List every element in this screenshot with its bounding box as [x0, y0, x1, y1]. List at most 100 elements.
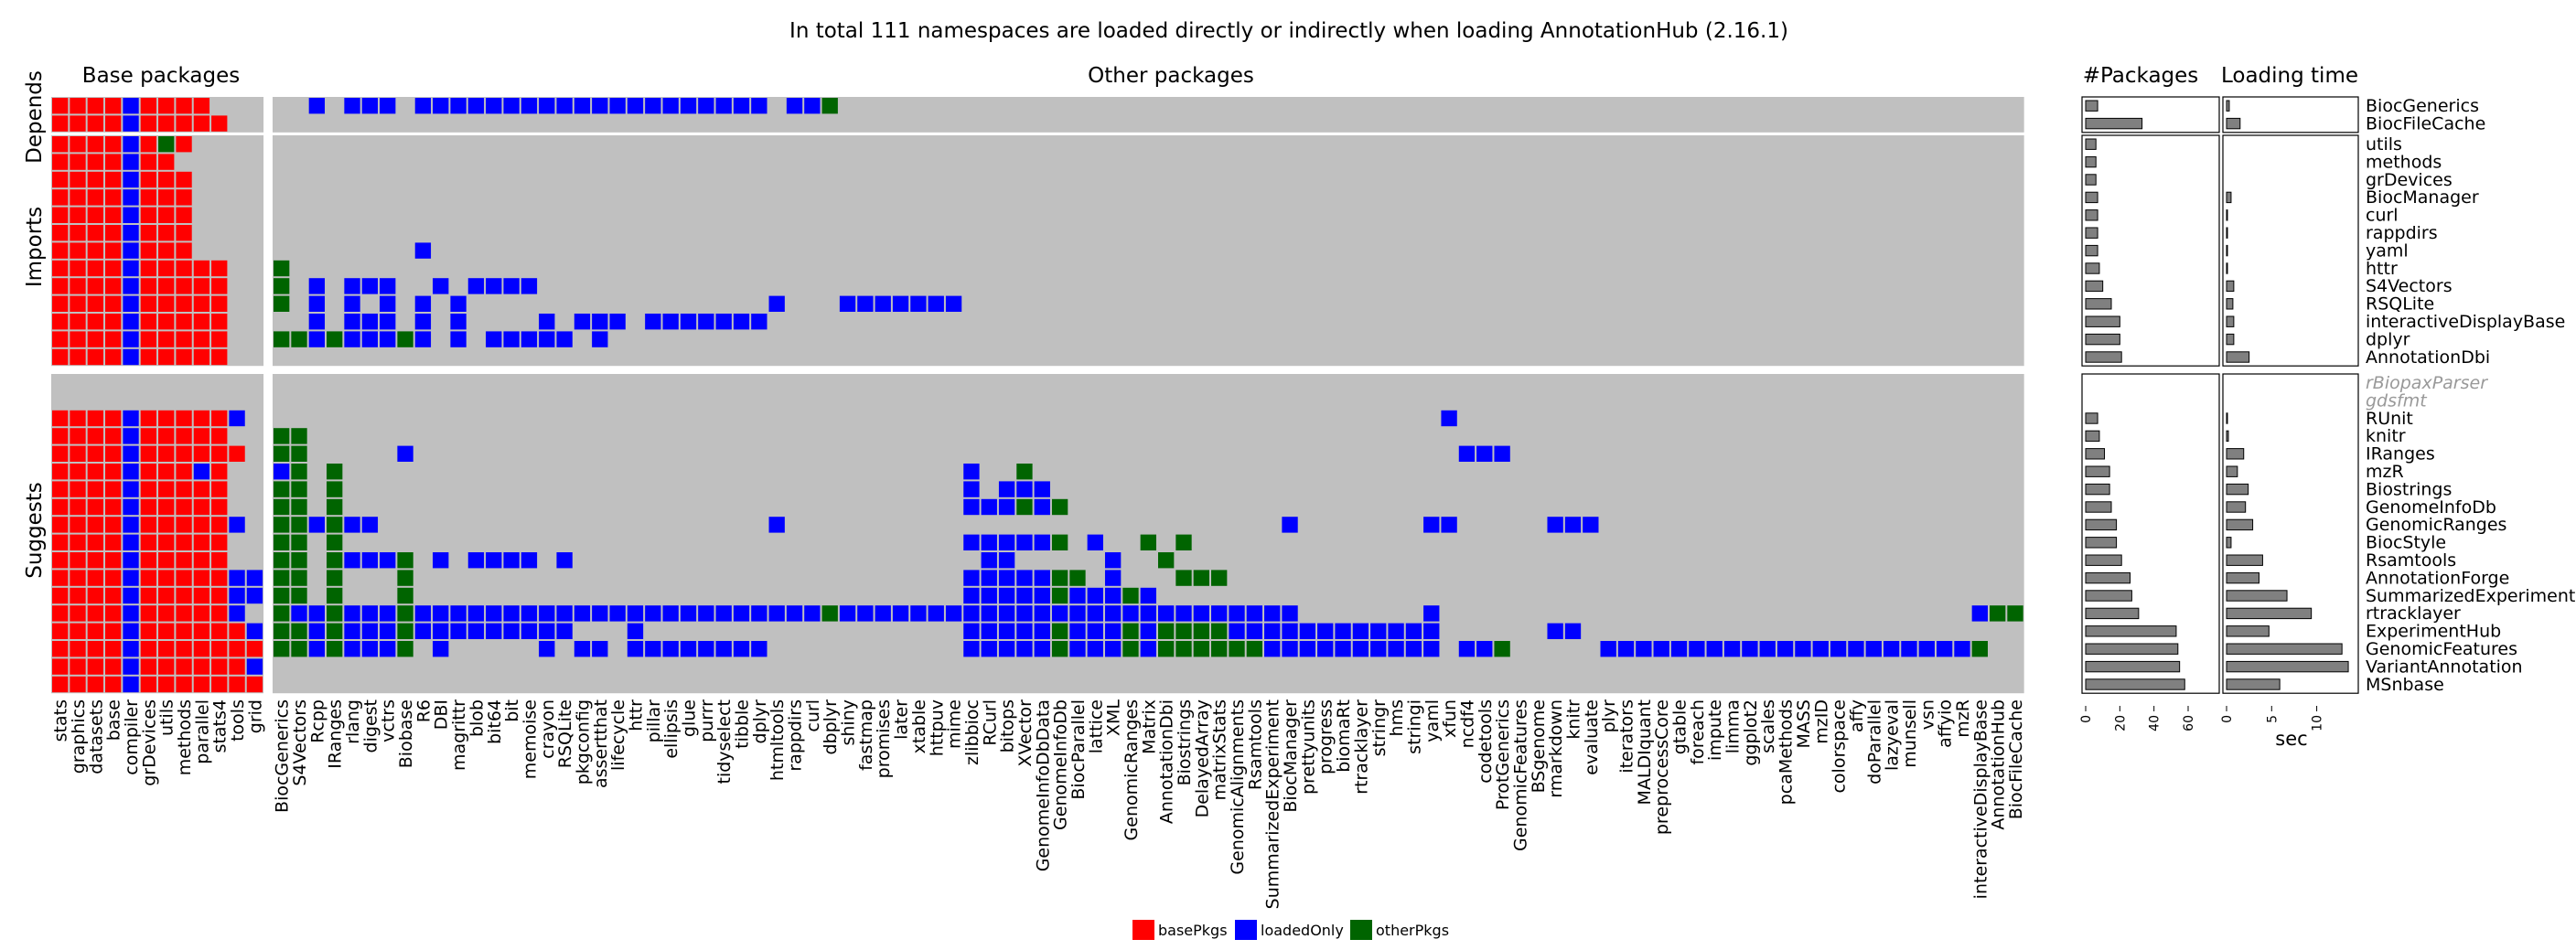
- cell-methods-vsn: [1918, 154, 1935, 170]
- cell-IRanges-matrixStats: [1211, 445, 1228, 462]
- cell-S4Vectors-grid: [246, 278, 263, 294]
- cell-GenomeInfoDb-ProtGenerics: [1494, 498, 1510, 516]
- cell-utils-IRanges: [327, 136, 343, 153]
- cell-methods-affyio: [1936, 154, 1953, 170]
- cell-MSnbase-stringr: [1370, 676, 1387, 693]
- cell-RUnit-promises: [875, 410, 891, 427]
- cell-grDevices-pkgconfig: [574, 171, 591, 188]
- cell-BiocStyle-mime: [945, 534, 962, 550]
- row-label-MSnbase: MSnbase: [2366, 675, 2444, 695]
- cell-RUnit-RCurl: [981, 410, 997, 427]
- cell-SummarizedExperiment-vsn: [1918, 587, 1935, 604]
- cell-utils-GenomeInfoDb: [1051, 136, 1068, 153]
- cell-IRanges-mzR: [1954, 445, 1970, 462]
- cell-GenomicFeatures-ellipsis: [662, 641, 679, 657]
- cell-utils-plyr: [1600, 136, 1616, 153]
- cell-VariantAnnotation-limma: [1723, 658, 1741, 675]
- cell-httr-methods: [176, 260, 192, 277]
- cell-S4Vectors-preprocessCore: [1653, 278, 1669, 294]
- column-label-datasets: datasets: [86, 699, 106, 774]
- cell-rBiopaxParser-curl: [804, 375, 821, 391]
- column-label-memoise: memoise: [520, 699, 540, 779]
- cell-gdsfmt-GenomicRanges: [1122, 392, 1139, 409]
- cell-VariantAnnotation-biomaRt: [1335, 658, 1351, 675]
- packages-bar-AnnotationForge: [2085, 571, 2131, 584]
- cell-rBiopaxParser-lattice: [1087, 375, 1103, 391]
- cell-utils-affy: [1848, 136, 1864, 153]
- cell-httr-affy: [1848, 260, 1864, 277]
- cell-MSnbase-fastmap: [857, 676, 874, 693]
- cell-BiocStyle-GenomeInfoDb: [1051, 534, 1068, 550]
- cell-interactiveDisplayBase-AnnotationDbi: [1158, 314, 1175, 330]
- cell-rtracklayer-utils: [158, 605, 175, 622]
- cell-rBiopaxParser-ProtGenerics: [1494, 375, 1510, 391]
- cell-ExperimentHub-bit64: [486, 623, 502, 639]
- cell-interactiveDisplayBase-digest: [361, 314, 379, 330]
- cell-BiocGenerics-BiocParallel: [1069, 98, 1086, 114]
- cell-AnnotationForge-affy: [1848, 570, 1864, 586]
- cell-dplyr-BiocFileCache: [2007, 331, 2023, 347]
- cell-curl-biomaRt: [1335, 207, 1351, 223]
- cell-curl-DelayedArray: [1193, 207, 1210, 223]
- cell-knitr-bit64: [486, 428, 502, 444]
- cell-BiocStyle-lattice: [1087, 534, 1103, 550]
- cell-RSQLite-ggplot2: [1742, 295, 1758, 312]
- cell-BiocManager-htmltools: [768, 189, 785, 206]
- cell-RUnit-mzR: [1954, 410, 1970, 427]
- cell-BiocFileCache-AnnotationDbi: [1158, 115, 1175, 132]
- cell-BiocManager-stringr: [1370, 189, 1387, 206]
- cell-GenomicRanges-later: [892, 517, 909, 533]
- cell-mzR-IRanges: [327, 464, 343, 480]
- cell-methods-matrixStats: [1211, 154, 1228, 170]
- cell-mzR-assertthat: [592, 464, 608, 480]
- cell-AnnotationForge-GenomicFeatures: [1511, 570, 1529, 586]
- panel-bg-base-depends: [51, 97, 264, 133]
- cell-interactiveDisplayBase-gtable: [1670, 314, 1688, 330]
- cell-rBiopaxParser-iterators: [1617, 375, 1635, 391]
- cell-GenomeInfoDb-mzR: [1954, 498, 1970, 516]
- cell-gdsfmt-purrr: [698, 392, 714, 409]
- cell-rBiopaxParser-IRanges: [327, 375, 343, 391]
- cell-ExperimentHub-pkgconfig: [574, 623, 591, 639]
- cell-ExperimentHub-stringi: [1405, 623, 1422, 639]
- cell-mzR-dplyr: [751, 464, 767, 480]
- cell-GenomicRanges-IRanges: [327, 517, 343, 533]
- cell-knitr-BiocFileCache: [2007, 428, 2023, 444]
- cell-methods-RCurl: [981, 154, 997, 170]
- cell-BiocManager-lifecycle: [609, 189, 626, 206]
- loading-time-bar-BiocGenerics: [2226, 100, 2230, 112]
- cell-AnnotationForge-graphics: [70, 570, 86, 586]
- cell-RSQLite-stats4: [211, 295, 228, 312]
- cell-MSnbase-digest: [361, 676, 379, 693]
- cell-gdsfmt-Rcpp: [308, 392, 326, 409]
- cell-mzR-GenomicRanges: [1122, 464, 1139, 480]
- cell-BiocGenerics-preprocessCore: [1653, 98, 1669, 114]
- cell-httr-munsell: [1901, 260, 1917, 277]
- cell-AnnotationDbi-Biostrings: [1175, 348, 1192, 366]
- cell-RUnit-digest: [361, 410, 379, 427]
- cell-SummarizedExperiment-curl: [804, 587, 821, 604]
- cell-knitr-curl: [804, 428, 821, 444]
- cell-ExperimentHub-rlang: [344, 623, 360, 639]
- cell-rtracklayer-rlang: [344, 605, 360, 622]
- cell-yaml-BiocParallel: [1069, 242, 1086, 259]
- cell-Biostrings-R6: [414, 481, 432, 497]
- cell-utils-foreach: [1689, 136, 1705, 153]
- cell-BiocGenerics-codetools: [1476, 98, 1493, 114]
- cell-rtracklayer-matrixStats: [1211, 605, 1228, 622]
- cell-methods-xfun: [1441, 154, 1457, 170]
- cell-RSQLite-grDevices: [140, 295, 157, 312]
- cell-grDevices-evaluate: [1583, 171, 1599, 188]
- cell-curl-Rsamtools: [1246, 207, 1263, 223]
- cell-GenomicFeatures-IRanges: [327, 641, 343, 657]
- cell-BiocManager-datasets: [87, 189, 104, 206]
- cell-BiocFileCache-AnnotationHub: [1989, 115, 2006, 132]
- cell-Biostrings-BiocGenerics: [274, 481, 290, 497]
- column-label-Biostrings: Biostrings: [1175, 699, 1195, 785]
- cell-IRanges-vsn: [1918, 445, 1935, 462]
- cell-httr-blob: [467, 260, 485, 277]
- cell-Rsamtools-RCurl: [981, 552, 997, 569]
- cell-methods-assertthat: [592, 154, 608, 170]
- cell-curl-BiocGenerics: [274, 207, 290, 223]
- cell-GenomicRanges-foreach: [1689, 517, 1705, 533]
